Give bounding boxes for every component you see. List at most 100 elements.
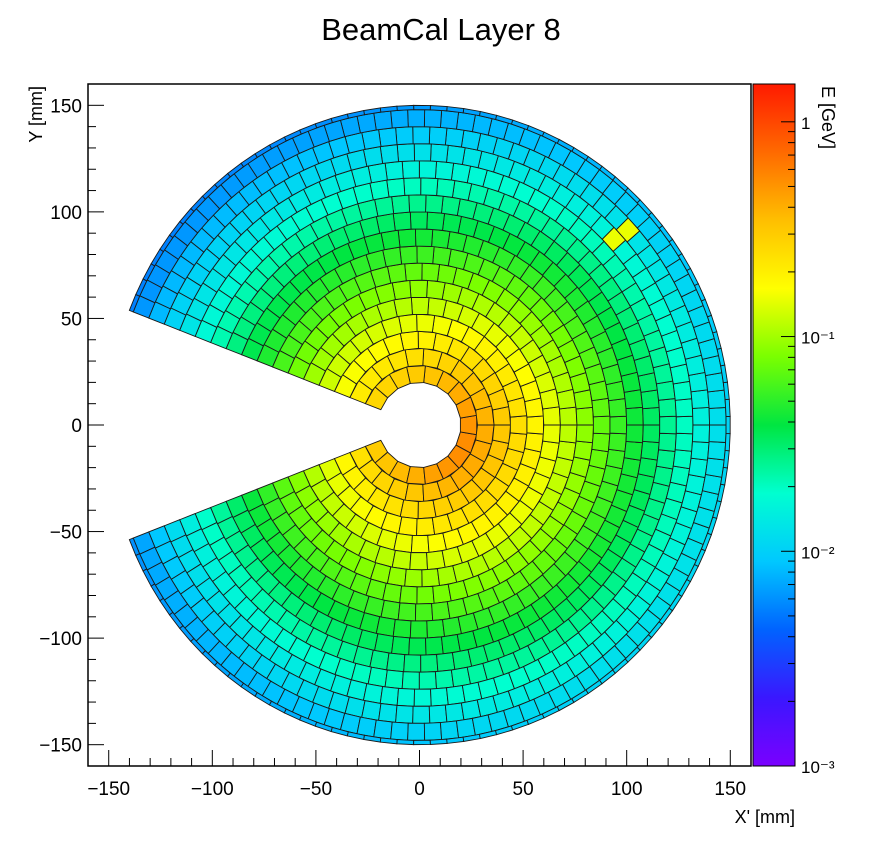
detector-cell — [414, 603, 434, 622]
colorbar-label: E [GeV] — [818, 86, 838, 149]
colorbar-tick-label: 10⁻³ — [801, 758, 835, 777]
colorbar-tick-label: 1 — [801, 114, 810, 133]
detector-cell — [379, 686, 399, 706]
detector-cell — [416, 313, 436, 333]
detector-cell — [429, 738, 448, 745]
detector-cell — [374, 633, 395, 654]
detector-cell — [542, 406, 561, 426]
detector-cell — [436, 177, 456, 198]
detector-cell — [380, 599, 401, 621]
detector-cell — [391, 194, 411, 215]
detector-cell — [399, 585, 418, 605]
detector-cell — [412, 705, 431, 724]
detector-cell — [434, 160, 455, 181]
detector-cell — [446, 144, 466, 165]
y-tick-label: 0 — [71, 416, 82, 437]
detector-cell — [724, 433, 731, 452]
detector-cell — [416, 585, 435, 605]
x-tick-label: 100 — [611, 779, 643, 800]
detector-cell — [573, 440, 594, 461]
detector-cell — [391, 635, 411, 656]
detector-cell — [655, 449, 676, 470]
detector-cell — [421, 262, 441, 282]
detector-cell — [608, 398, 627, 418]
detector-cell — [431, 601, 451, 622]
detector-cell — [418, 160, 437, 179]
x-tick-label: −150 — [87, 779, 130, 800]
detector-cell — [413, 104, 431, 111]
detector-cell — [416, 245, 435, 265]
detector-cell — [421, 568, 441, 588]
detector-cell — [392, 211, 412, 231]
detector-cell — [409, 279, 429, 298]
detector-cell — [384, 160, 404, 181]
detector-cell — [705, 457, 725, 478]
detector-cell — [410, 296, 430, 315]
detector-cell — [439, 720, 460, 741]
detector-cell — [708, 424, 727, 443]
detector-cell — [403, 654, 422, 673]
detector-cell — [423, 109, 443, 128]
detector-cell — [427, 296, 448, 318]
detector-cell — [404, 483, 425, 503]
detector-cell — [591, 397, 611, 418]
detector-cell — [425, 194, 444, 214]
detector-cell — [386, 177, 406, 198]
x-tick-label: 150 — [714, 779, 746, 800]
detector-cell — [386, 566, 407, 587]
detector-cell — [395, 126, 414, 146]
detector-cell — [625, 406, 644, 426]
detector-cell — [408, 637, 427, 656]
detector-cell — [688, 457, 709, 479]
detector-cell — [399, 499, 419, 520]
detector-cell — [440, 195, 461, 216]
detector-cell — [412, 126, 431, 145]
detector-cell — [625, 424, 644, 444]
detector-cell — [455, 111, 476, 133]
x-tick-label: −50 — [300, 779, 332, 800]
detector-cells — [128, 104, 731, 746]
x-tick-label: 50 — [513, 779, 534, 800]
detector-cell — [396, 104, 415, 111]
detector-cell — [640, 440, 660, 461]
detector-cell — [436, 652, 456, 673]
detector-cell — [575, 406, 595, 426]
detector-cell — [429, 105, 448, 112]
detector-cell — [526, 415, 544, 435]
y-tick-label: −50 — [50, 523, 82, 544]
detector-cell — [575, 424, 595, 444]
detector-cell — [724, 398, 731, 417]
detector-cell — [690, 389, 710, 409]
detector-cell — [542, 424, 561, 444]
x-axis-label: X' [mm] — [735, 807, 795, 827]
detector-cell — [382, 582, 403, 604]
detector-cell — [444, 702, 465, 723]
detector-cell — [403, 177, 422, 196]
detector-cell — [378, 703, 398, 723]
detector-cell — [375, 616, 396, 637]
detector-cell — [623, 389, 644, 410]
colorbar-ticks: 1 10⁻¹ 10⁻² 10⁻³ — [781, 114, 835, 777]
detector-cell — [408, 194, 427, 213]
detector-cell — [450, 162, 472, 184]
detector-cell — [674, 398, 694, 418]
detector-cell — [430, 687, 449, 707]
y-tick-label: 100 — [50, 203, 82, 224]
detector-cell — [420, 177, 439, 196]
detector-cell — [608, 432, 627, 452]
detector-cell — [407, 109, 426, 128]
detector-cell — [418, 671, 437, 690]
detector-cell — [406, 466, 426, 485]
detector-cell — [390, 721, 409, 741]
detector-cell — [416, 517, 436, 537]
detector-cell — [369, 649, 390, 671]
x-tick-label: −100 — [191, 779, 234, 800]
colorbar-tick-label: 10⁻¹ — [801, 329, 835, 348]
detector-cell — [556, 440, 577, 462]
detector-cell — [384, 669, 404, 690]
detector-cell — [413, 143, 432, 162]
detector-cell — [708, 407, 727, 426]
detector-cell — [609, 415, 627, 435]
detector-cell — [623, 440, 644, 461]
